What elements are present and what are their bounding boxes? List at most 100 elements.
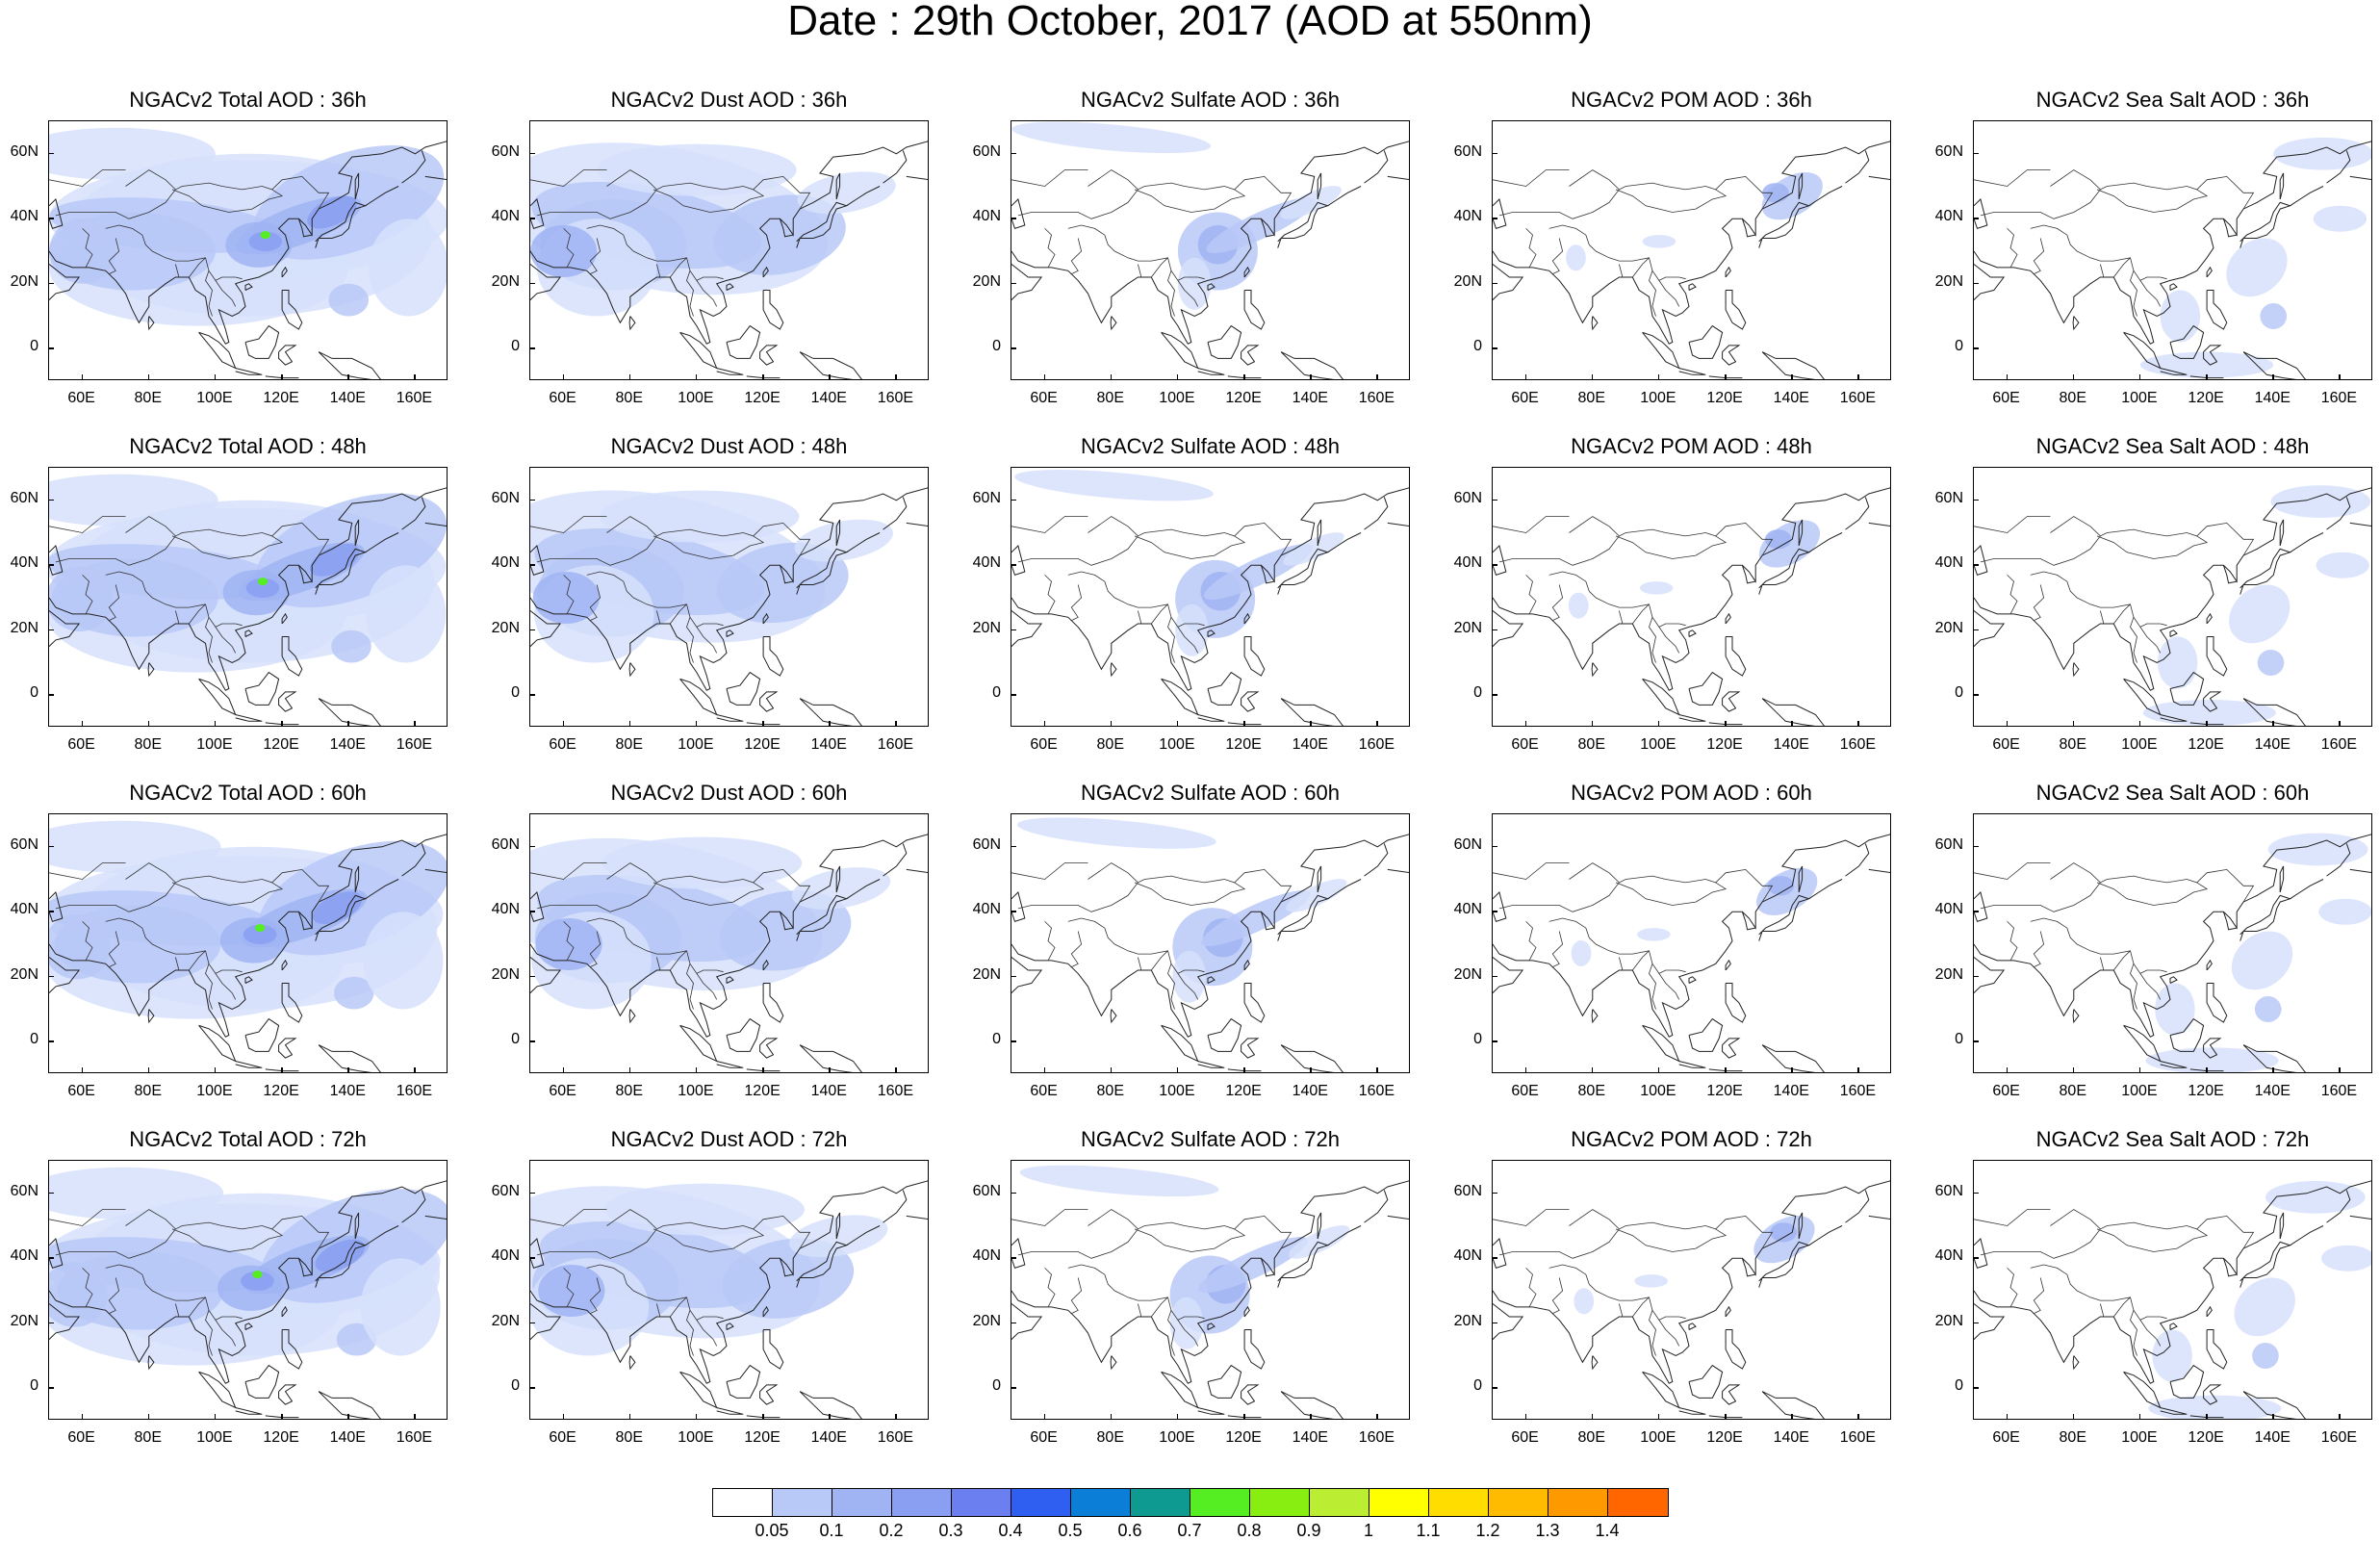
longitude-tick (214, 1414, 217, 1420)
latitude-label: 60N (491, 835, 520, 853)
aod-field-patch (601, 836, 803, 889)
latitude-tick (1492, 1322, 1497, 1324)
map-frame (1973, 120, 2372, 380)
coastline (1110, 316, 1117, 331)
coastline (2160, 1061, 2188, 1068)
longitude-tick (2339, 1067, 2341, 1073)
coastline (2072, 1009, 2080, 1024)
coastline (401, 1190, 426, 1223)
latitude-tick (1011, 499, 1016, 501)
country-border (1067, 1264, 1205, 1321)
latitude-label: 0 (511, 684, 520, 702)
latitude-tick (529, 218, 535, 219)
country-border (1088, 169, 1139, 191)
coastline (628, 1009, 636, 1024)
latitude-label: 60N (972, 1182, 1001, 1199)
country-border (1649, 1310, 1656, 1356)
longitude-tick (695, 1067, 698, 1073)
aod-field-patch (604, 1183, 805, 1236)
latitude-tick (1973, 499, 1979, 501)
colorbar-swatch (952, 1489, 1011, 1516)
longitude-tick (147, 1067, 150, 1073)
aod-field-patch (1571, 939, 1592, 966)
coastline (1974, 1238, 1988, 1270)
coastline (1280, 1044, 1344, 1072)
latitude-label: 0 (992, 684, 1001, 702)
country-border (2112, 950, 2131, 971)
country-border (606, 1209, 657, 1230)
latitude-tick (1973, 911, 1979, 912)
longitude-tick (2206, 1067, 2208, 1073)
panel-title: NGACv2 Sea Salt AOD : 60h (2035, 781, 2310, 805)
longitude-label: 100E (1640, 736, 1676, 753)
coastline (716, 368, 744, 375)
latitude-tick (48, 1322, 54, 1324)
coastline (799, 698, 862, 726)
coastline (365, 532, 399, 553)
panel-title: NGACv2 Sea Salt AOD : 72h (2035, 1127, 2310, 1151)
aod-field-patch (255, 924, 266, 933)
country-border (1493, 169, 1570, 187)
coastline (1260, 218, 1275, 238)
coastline (846, 532, 881, 553)
coastline (530, 250, 538, 262)
coastline (1798, 1212, 1804, 1240)
longitude-label: 80E (615, 736, 643, 753)
latitude-label: 60N (1934, 835, 1963, 853)
longitude-tick (81, 721, 84, 727)
longitude-label: 80E (1577, 1083, 1605, 1099)
coastline (244, 1364, 280, 1399)
latitude-label: 40N (972, 1247, 1001, 1265)
longitude-label: 80E (615, 390, 643, 406)
latitude-label: 60N (972, 835, 1001, 853)
longitude-tick (1791, 374, 1793, 380)
latitude-tick (48, 1040, 54, 1042)
coastline (1688, 283, 1697, 291)
coastline (779, 912, 794, 931)
longitude-label: 140E (2254, 736, 2290, 753)
country-border (1615, 189, 1727, 213)
longitude-tick (1310, 374, 1312, 380)
latitude-tick (529, 347, 535, 349)
colorbar-swatch (1250, 1489, 1310, 1516)
latitude-label: 0 (1955, 1031, 1963, 1048)
country-border (1044, 921, 1056, 962)
country-border (653, 1228, 765, 1252)
longitude-tick (1591, 1414, 1594, 1420)
aod-field-patch (312, 891, 363, 925)
longitude-tick (147, 721, 150, 727)
coastline (281, 959, 288, 971)
coastline (1498, 1180, 1890, 1384)
longitude-label: 140E (1773, 390, 1809, 406)
latitude-tick (1011, 152, 1016, 155)
longitude-label: 140E (1292, 1429, 1328, 1446)
country-border (49, 516, 126, 533)
coastline (536, 141, 928, 345)
coastline (1758, 894, 1811, 941)
coastline (1161, 1024, 1199, 1063)
country-border (1088, 1209, 1139, 1230)
country-border (2100, 610, 2105, 625)
country-border (589, 1277, 601, 1314)
longitude-tick (1376, 721, 1378, 727)
coastline (906, 868, 928, 874)
country-border (1551, 238, 1564, 274)
longitude-tick (1657, 721, 1660, 727)
panel-title: NGACv2 Dust AOD : 48h (610, 434, 848, 458)
coastline (315, 894, 368, 941)
longitude-tick (762, 1067, 764, 1073)
coastline (759, 691, 779, 712)
coastline (1011, 1303, 1043, 1340)
latitude-tick (1492, 1257, 1497, 1259)
longitude-tick (347, 1414, 349, 1420)
longitude-label: 80E (1577, 1429, 1605, 1446)
longitude-label: 160E (396, 1083, 433, 1099)
coastline (1011, 597, 1019, 608)
aod-field-patch (2152, 1329, 2192, 1382)
coastline (759, 1038, 779, 1059)
latitude-tick (529, 282, 535, 285)
latitude-label: 20N (1453, 1312, 1482, 1329)
latitude-tick (1011, 1387, 1016, 1389)
coastline (1725, 959, 1731, 971)
coastline (2206, 1329, 2228, 1370)
